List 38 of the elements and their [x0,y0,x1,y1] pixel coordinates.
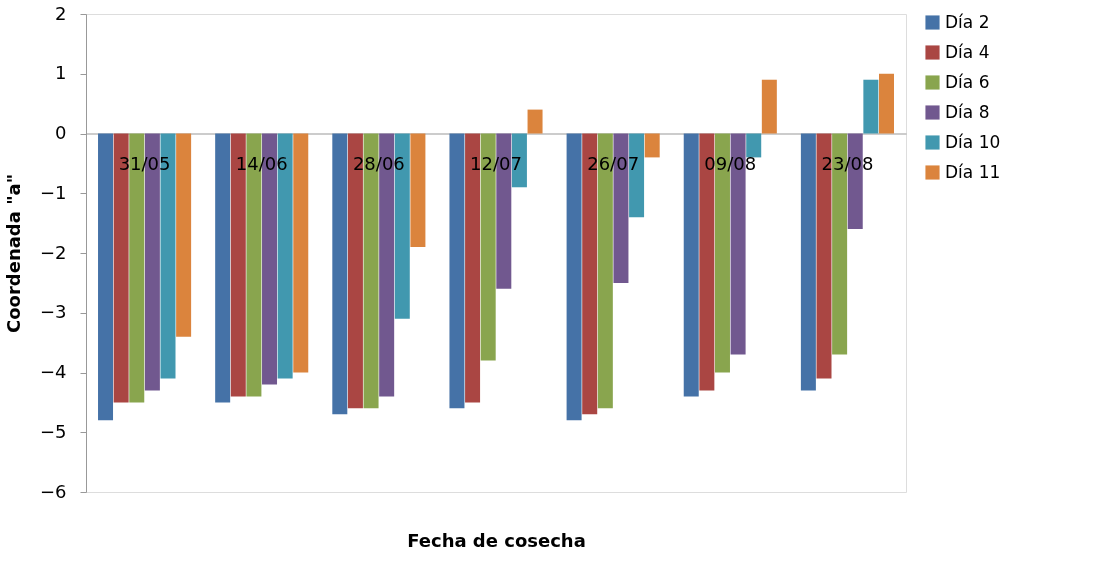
bar [293,133,309,373]
bar [800,133,816,391]
legend-label: Día 6 [945,71,990,92]
bar [746,133,762,158]
x-tick-label: 14/06 [235,152,288,174]
bar [527,109,543,134]
x-tick-label: 26/07 [587,152,640,174]
bar [644,133,660,158]
y-tick-label: 1 [55,62,67,84]
y-tick-label: −3 [39,301,67,323]
legend-label: Día 11 [945,161,1001,182]
bar [98,133,114,421]
legend-label: Día 4 [945,41,990,62]
y-tick-label: 2 [55,2,67,24]
bar [410,133,426,248]
x-axis-title: Fecha de cosecha [407,529,586,551]
legend-label: Día 2 [945,11,990,32]
x-tick-label: 28/06 [352,152,405,174]
bar [332,133,348,415]
bar [176,133,192,337]
bar [878,73,894,134]
bar [683,133,699,397]
bar [863,79,879,134]
y-tick-label: −5 [39,420,67,442]
y-tick-label: −6 [39,480,67,502]
bar [449,133,465,409]
bar [566,133,582,421]
y-tick-label: −1 [39,181,67,203]
x-tick-label: 12/07 [470,152,522,174]
y-tick-label: −4 [39,361,67,382]
bar [215,133,231,403]
bar [761,79,777,134]
legend-label: Día 10 [945,131,1001,152]
y-axis-title: Coordenada "a" [2,173,24,334]
x-tick-label: 31/05 [118,152,171,174]
legend-label: Día 8 [945,101,990,122]
y-tick-label: −2 [39,241,67,263]
y-tick-label: 0 [55,122,67,143]
